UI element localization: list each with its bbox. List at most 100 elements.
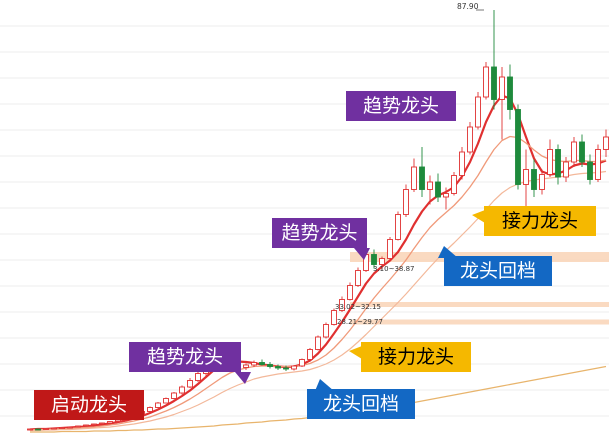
callout-label: 趋势龙头 [146, 346, 223, 368]
callout-label: 趋势龙头 [362, 95, 439, 117]
candle [483, 62, 489, 100]
callout-pointer [354, 248, 370, 260]
callout-label: 龙头回档 [322, 393, 399, 415]
callout-label: 龙头回档 [459, 260, 536, 282]
candle-body [395, 214, 401, 240]
callout-trend-leader: 趋势龙头 [346, 91, 456, 121]
candle-body [483, 66, 489, 98]
candle [171, 392, 177, 400]
candle-body [283, 367, 289, 370]
callout-label: 启动龙头 [50, 394, 127, 416]
candle-body [35, 428, 41, 431]
candle [539, 169, 545, 195]
candle-body [475, 96, 481, 128]
candle-body [51, 427, 57, 430]
candle-body [515, 109, 521, 185]
candle [51, 427, 57, 430]
candle [347, 282, 353, 301]
candle-body [107, 421, 113, 424]
candle [59, 427, 65, 429]
callout-leader-pullback: 龙头回档 [438, 246, 552, 286]
candle-body [83, 424, 89, 427]
candle [107, 421, 113, 424]
callout-trend-leader: 趋势龙头 [129, 342, 251, 384]
candle [371, 249, 377, 269]
callout-pointer [315, 379, 334, 391]
candle [27, 428, 33, 431]
candle [587, 154, 593, 185]
candle-body [419, 166, 425, 190]
candle [451, 172, 457, 196]
candle-body [411, 166, 417, 190]
candle [307, 348, 313, 361]
candle-body [355, 270, 361, 286]
candle-body [387, 239, 393, 259]
candle-body [147, 407, 153, 412]
candle [507, 64, 513, 120]
candle [387, 237, 393, 260]
candle-body [443, 193, 449, 198]
candle-body [499, 76, 505, 100]
candle-body [99, 422, 105, 425]
candle-body [171, 392, 177, 399]
candle [379, 256, 385, 270]
candle [267, 362, 273, 369]
candle [299, 358, 305, 367]
callout-startup-leader: 启动龙头 [34, 390, 144, 420]
candle-body [451, 175, 457, 194]
candle [35, 428, 41, 431]
callout-leader-pullback: 龙头回档 [307, 379, 415, 419]
candle-body [75, 425, 81, 428]
candle-body [331, 310, 337, 325]
price-annotation: 33.02~32.15 [335, 303, 381, 311]
candle [75, 425, 81, 428]
candle [523, 149, 529, 210]
candle-body [155, 402, 161, 408]
candle-body [435, 181, 441, 198]
candle-body [379, 258, 385, 265]
candle [563, 157, 569, 182]
candle-body [579, 141, 585, 163]
candle-body [299, 359, 305, 367]
candle-body [27, 428, 33, 431]
candle-body [307, 349, 313, 360]
candle-body [539, 174, 545, 190]
candle-body [571, 141, 577, 163]
candle-body [563, 161, 569, 178]
candle-body [115, 419, 121, 422]
price-high-label: 87.90 [457, 2, 479, 11]
candle [579, 134, 585, 167]
candle-body [427, 181, 433, 190]
candle-body [323, 324, 329, 338]
candle-body [259, 362, 265, 365]
candle [99, 422, 105, 425]
candle-body [507, 76, 513, 110]
candle-body [251, 362, 257, 366]
candle [259, 359, 265, 366]
callout-relay-leader: 接力龙头 [472, 206, 596, 236]
candle [547, 139, 553, 177]
candle [515, 104, 521, 190]
candle [475, 92, 481, 130]
callout-pointer [438, 246, 458, 258]
candle [499, 67, 505, 140]
callout-trend-leader: 趋势龙头 [272, 218, 370, 260]
candle [443, 187, 449, 210]
candle [555, 144, 561, 185]
candle [595, 144, 601, 182]
price-annotation: 3.10~38.87 [373, 265, 415, 273]
callout-pointer [235, 372, 251, 384]
moving-average-line [30, 170, 607, 432]
candle-body [187, 380, 193, 388]
candle-body [347, 285, 353, 300]
candle [467, 122, 473, 155]
candle [291, 365, 297, 371]
candle-body [403, 189, 409, 215]
candle-body [555, 149, 561, 178]
candle [195, 370, 201, 382]
candle [91, 423, 97, 426]
candle [603, 129, 609, 157]
candle [339, 296, 345, 312]
candle-body [603, 136, 609, 150]
candle [355, 267, 361, 287]
